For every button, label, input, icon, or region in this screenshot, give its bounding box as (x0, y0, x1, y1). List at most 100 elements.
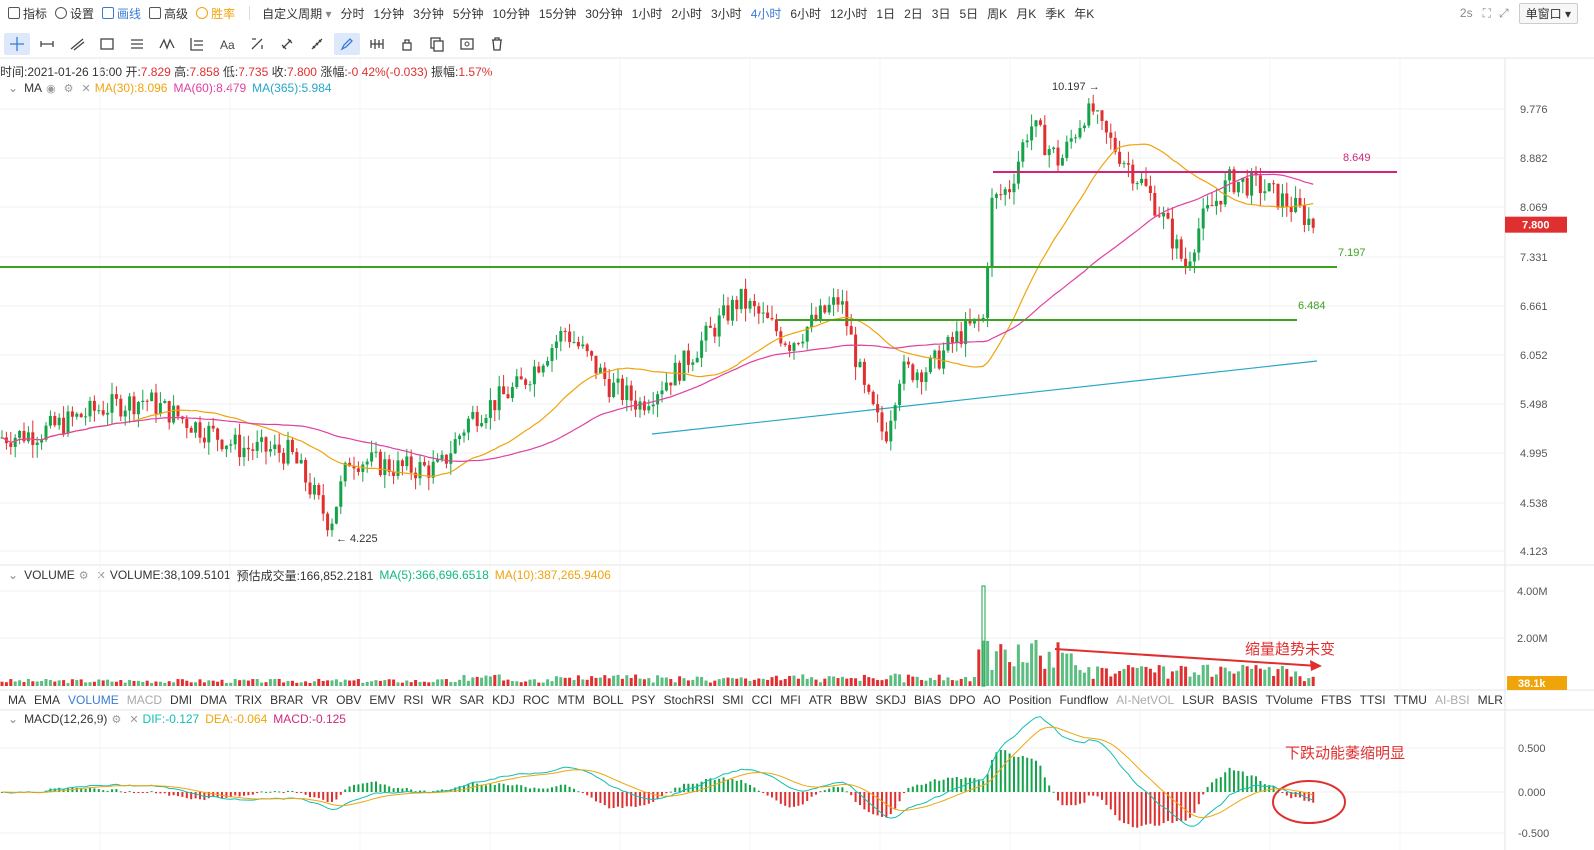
indicator-tab-ao[interactable]: AO (983, 693, 1001, 707)
wave-tool-icon[interactable] (154, 33, 180, 55)
crosshair-tool-icon[interactable] (4, 33, 30, 55)
timeframe-18[interactable]: 月K (1016, 6, 1037, 21)
indicator-tab-fundflow[interactable]: Fundflow (1059, 693, 1109, 707)
text-tool-icon[interactable]: Aa (214, 33, 240, 55)
timeframe-8[interactable]: 2小时 (671, 6, 702, 21)
indicator-tab-kdj[interactable]: KDJ (492, 693, 515, 707)
screenshot-icon[interactable] (454, 33, 480, 55)
indicator-tab-dma[interactable]: DMA (200, 693, 227, 707)
indicator-tab-ttmu[interactable]: TTMU (1393, 693, 1427, 707)
close-icon[interactable]: ✕ (129, 713, 139, 726)
measure-tool-icon[interactable] (244, 33, 270, 55)
indicator-tab-trix[interactable]: TRIX (234, 693, 263, 707)
indicator-tab-cci[interactable]: CCI (751, 693, 773, 707)
volume-bar (1126, 665, 1130, 686)
timeframe-6[interactable]: 30分钟 (585, 6, 623, 21)
custom-period-dropdown[interactable]: 自定义周期 ▾ (262, 5, 331, 22)
magnet-tool-icon[interactable] (274, 33, 300, 55)
trend-line-tool-icon[interactable] (64, 33, 90, 55)
ruler-tool-icon[interactable] (304, 33, 330, 55)
indicator-tab-lsur[interactable]: LSUR (1182, 693, 1215, 707)
indicator-tab-smi[interactable]: SMI (722, 693, 744, 707)
timeframe-16[interactable]: 5日 (959, 6, 979, 21)
rectangle-tool-icon[interactable] (94, 33, 120, 55)
indicator-tab-dmi[interactable]: DMI (170, 693, 193, 707)
timeframe-4[interactable]: 10分钟 (492, 6, 530, 21)
settings-button[interactable]: 设置 (55, 5, 94, 22)
close-icon[interactable]: ✕ (96, 569, 106, 582)
parallel-channel-tool-icon[interactable] (124, 33, 150, 55)
indicator-tab-dpo[interactable]: DPO (949, 693, 976, 707)
indicator-tab-atr[interactable]: ATR (808, 693, 833, 707)
timeframe-19[interactable]: 季K (1045, 6, 1066, 21)
indicator-tab-psy[interactable]: PSY (631, 693, 656, 707)
trash-icon[interactable] (484, 33, 510, 55)
collapse-chevron-icon[interactable]: ⌄ (8, 81, 19, 95)
collapse-chevron-icon[interactable]: ⌄ (8, 568, 19, 582)
window-mode-dropdown[interactable]: 单窗口 ▾ (1518, 2, 1578, 24)
brush-tool-icon[interactable] (334, 33, 360, 55)
timeframe-15[interactable]: 3日 (931, 6, 951, 21)
indicator-tab-brar[interactable]: BRAR (270, 693, 304, 707)
collapse-chevron-icon[interactable]: ⌄ (8, 712, 19, 726)
timeframe-5[interactable]: 15分钟 (538, 6, 577, 21)
pattern-tool-icon[interactable] (364, 33, 390, 55)
timeframe-3[interactable]: 5分钟 (452, 6, 484, 21)
timeframe-7[interactable]: 1小时 (631, 6, 663, 21)
indicator-tab-macd[interactable]: MACD (126, 693, 163, 707)
indicator-tab-ma[interactable]: MA (8, 693, 26, 707)
timeframe-11[interactable]: 6小时 (790, 6, 822, 21)
indicator-tab-tvolume[interactable]: TVolume (1265, 693, 1313, 707)
refresh-interval[interactable]: 2s (1459, 6, 1473, 20)
indicator-tab-sar[interactable]: SAR (459, 693, 485, 707)
indicator-tab-wr[interactable]: WR (431, 693, 452, 707)
indicator-tab-ftbs[interactable]: FTBS (1320, 693, 1352, 707)
gear-icon[interactable]: ⚙ (111, 713, 122, 726)
indicator-tab-stochrsi[interactable]: StochRSI (663, 693, 715, 707)
indicator-tab-skdj[interactable]: SKDJ (875, 693, 907, 707)
timeframe-9[interactable]: 3小时 (711, 6, 742, 21)
gear-icon[interactable]: ⚙ (63, 82, 74, 95)
indicator-tab-position[interactable]: Position (1008, 693, 1052, 707)
indicator-tab-mlr[interactable]: MLR (1477, 693, 1503, 707)
indicator-tab-mtm[interactable]: MTM (557, 693, 585, 707)
timeframe-17[interactable]: 周K (987, 6, 1008, 21)
advanced-button[interactable]: 高级 (149, 5, 188, 22)
indicator-tab-vr[interactable]: VR (311, 693, 329, 707)
timeframe-2[interactable]: 3分钟 (413, 6, 444, 21)
expand-icon[interactable]: ⤢ (1499, 5, 1509, 20)
indicator-tab-ai-netvol[interactable]: AI-NetVOL (1116, 693, 1175, 707)
timeframe-14[interactable]: 2日 (904, 6, 923, 21)
eye-icon[interactable]: ◉ (46, 82, 56, 95)
horizontal-segment-tool-icon[interactable] (34, 33, 60, 55)
indicator-tab-boll[interactable]: BOLL (592, 693, 624, 707)
indicator-tab-roc[interactable]: ROC (522, 693, 550, 707)
fibonacci-tool-icon[interactable] (184, 33, 210, 55)
indicator-tab-ai-bsi[interactable]: AI-BSI (1434, 693, 1470, 707)
indicator-tab-rsi[interactable]: RSI (403, 693, 424, 707)
indicator-tab-mfi[interactable]: MFI (780, 693, 801, 707)
indicator-tab-ttsi[interactable]: TTSI (1359, 693, 1386, 707)
timeframe-0[interactable]: 分时 (340, 6, 365, 21)
lock-icon[interactable] (394, 33, 420, 55)
fullscreen-icon[interactable]: ⛶ (1482, 5, 1492, 20)
indicator-tab-emv[interactable]: EMV (369, 693, 396, 707)
winrate-button[interactable]: 胜率 (196, 5, 235, 22)
copy-icon[interactable] (424, 33, 450, 55)
indicator-tab-ema[interactable]: EMA (34, 693, 61, 707)
close-icon[interactable]: ✕ (81, 82, 91, 95)
candle-body (814, 314, 818, 320)
gear-icon[interactable]: ⚙ (78, 569, 89, 582)
timeframe-13[interactable]: 1日 (876, 6, 896, 21)
indicator-tab-volume[interactable]: VOLUME (68, 693, 119, 707)
indicator-tab-basis[interactable]: BASIS (1222, 693, 1258, 707)
draw-button[interactable]: 画线 (102, 5, 141, 22)
timeframe-1[interactable]: 1分钟 (373, 6, 405, 21)
indicator-tab-obv[interactable]: OBV (336, 693, 362, 707)
timeframe-20[interactable]: 年K (1074, 6, 1095, 21)
indicator-button[interactable]: 指标 (8, 5, 47, 22)
indicator-tab-bbw[interactable]: BBW (840, 693, 868, 707)
indicator-tab-bias[interactable]: BIAS (914, 693, 942, 707)
timeframe-10[interactable]: 4小时 (750, 6, 782, 21)
timeframe-12[interactable]: 12小时 (830, 6, 868, 21)
